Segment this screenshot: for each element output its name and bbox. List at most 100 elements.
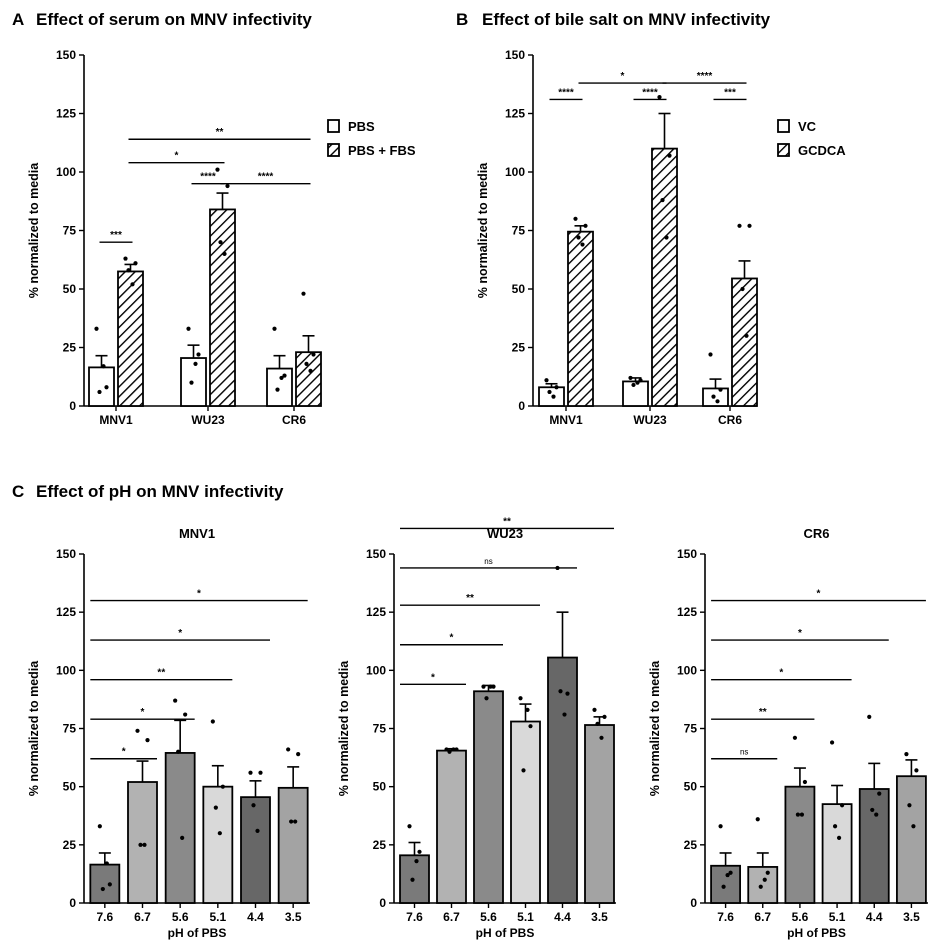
y-tick-label: 75 bbox=[63, 722, 77, 736]
bar bbox=[510, 720, 541, 904]
x-tick-label: CR6 bbox=[718, 413, 742, 427]
significance-label: * bbox=[779, 668, 783, 679]
data-point bbox=[565, 691, 570, 696]
data-point bbox=[217, 831, 222, 836]
legend-label: VC bbox=[798, 119, 817, 134]
data-point bbox=[215, 167, 220, 172]
x-tick-label: WU23 bbox=[191, 413, 225, 427]
y-tick-label: 50 bbox=[512, 282, 526, 296]
y-tick-label: 75 bbox=[684, 722, 698, 736]
data-point bbox=[126, 268, 131, 273]
data-point bbox=[725, 872, 730, 878]
x-tick-label: 4.4 bbox=[247, 910, 264, 924]
data-point bbox=[104, 385, 109, 390]
data-point bbox=[173, 698, 178, 703]
data-point bbox=[599, 735, 604, 740]
data-point bbox=[518, 696, 523, 701]
data-point bbox=[138, 842, 143, 847]
x-axis-label: pH of PBS bbox=[476, 926, 535, 940]
data-point bbox=[562, 712, 567, 717]
data-point bbox=[210, 719, 215, 724]
bar bbox=[266, 367, 293, 407]
data-point bbox=[193, 361, 198, 366]
data-point bbox=[186, 326, 191, 331]
x-tick-label: MNV1 bbox=[549, 413, 583, 427]
data-point bbox=[414, 859, 419, 864]
x-tick-label: 3.5 bbox=[903, 910, 920, 924]
data-point bbox=[576, 235, 581, 240]
y-tick-label: 25 bbox=[512, 341, 526, 355]
data-point bbox=[547, 389, 552, 395]
data-point bbox=[660, 197, 665, 203]
y-tick-label: 0 bbox=[69, 896, 76, 910]
bar bbox=[731, 277, 758, 407]
data-point bbox=[255, 828, 260, 833]
panel-c-title: Effect of pH on MNV infectivity bbox=[36, 482, 284, 501]
y-tick-label: 100 bbox=[505, 165, 525, 179]
data-point bbox=[107, 882, 112, 887]
x-tick-label: 3.5 bbox=[591, 910, 608, 924]
x-tick-label: 5.1 bbox=[209, 910, 226, 924]
legend-label: PBS bbox=[348, 119, 375, 134]
bar bbox=[209, 208, 236, 407]
data-point bbox=[907, 803, 912, 808]
significance-label: ** bbox=[503, 516, 511, 527]
x-tick-label: 6.7 bbox=[134, 910, 151, 924]
x-tick-label: 5.6 bbox=[172, 910, 189, 924]
y-tick-label: 25 bbox=[373, 838, 387, 852]
data-point bbox=[100, 886, 105, 892]
y-tick-label: 75 bbox=[63, 224, 77, 238]
data-point bbox=[635, 380, 640, 385]
data-point bbox=[491, 684, 496, 689]
data-point bbox=[904, 751, 909, 757]
data-point bbox=[799, 812, 805, 817]
data-point bbox=[829, 740, 835, 745]
significance-label: ns bbox=[740, 748, 748, 757]
data-point bbox=[802, 779, 808, 785]
data-point bbox=[792, 735, 798, 740]
data-point bbox=[836, 835, 842, 840]
x-tick-label: 7.6 bbox=[406, 910, 423, 924]
significance-label: * bbox=[197, 589, 201, 600]
significance-label: ns bbox=[484, 557, 492, 566]
x-tick-label: WU23 bbox=[633, 413, 667, 427]
significance-label: *** bbox=[724, 87, 736, 98]
subchart-title: MNV1 bbox=[179, 526, 215, 541]
bar bbox=[858, 788, 890, 904]
bar bbox=[277, 786, 309, 904]
x-tick-label: 7.6 bbox=[717, 910, 734, 924]
data-point bbox=[293, 819, 298, 824]
data-point bbox=[664, 235, 669, 240]
data-point bbox=[573, 216, 578, 221]
x-tick-label: 5.1 bbox=[517, 910, 534, 924]
y-tick-label: 0 bbox=[518, 399, 525, 413]
data-point bbox=[286, 747, 291, 752]
panel-a-letter: A bbox=[12, 10, 24, 29]
significance-label: * bbox=[178, 628, 182, 639]
panel-a-title: Effect of serum on MNV infectivity bbox=[36, 10, 312, 29]
y-tick-label: 0 bbox=[69, 399, 76, 413]
data-point bbox=[410, 877, 415, 882]
data-point bbox=[451, 747, 456, 752]
data-point bbox=[123, 256, 128, 261]
significance-label: **** bbox=[258, 172, 274, 183]
chart-ph-cr6: 0 25 50 75 100 125 150 % normalized to media CR6… bbox=[648, 526, 928, 940]
data-point bbox=[145, 738, 150, 743]
x-tick-label: 5.1 bbox=[829, 910, 846, 924]
panel-b-letter: B bbox=[456, 10, 468, 29]
data-point bbox=[248, 770, 253, 775]
data-point bbox=[737, 223, 742, 228]
data-point bbox=[304, 361, 309, 366]
data-point bbox=[104, 861, 109, 866]
chart-ph-wu23: 0 25 50 75 100 125 150 % normalized to media WU2… bbox=[337, 516, 616, 940]
bar bbox=[117, 270, 144, 407]
data-point bbox=[97, 389, 102, 395]
significance-label: * bbox=[798, 628, 802, 639]
data-point bbox=[602, 714, 607, 719]
data-point bbox=[94, 326, 99, 331]
bar bbox=[622, 380, 649, 407]
x-tick-label: 5.6 bbox=[792, 910, 809, 924]
data-point bbox=[225, 183, 230, 189]
y-tick-label: 150 bbox=[505, 48, 525, 62]
